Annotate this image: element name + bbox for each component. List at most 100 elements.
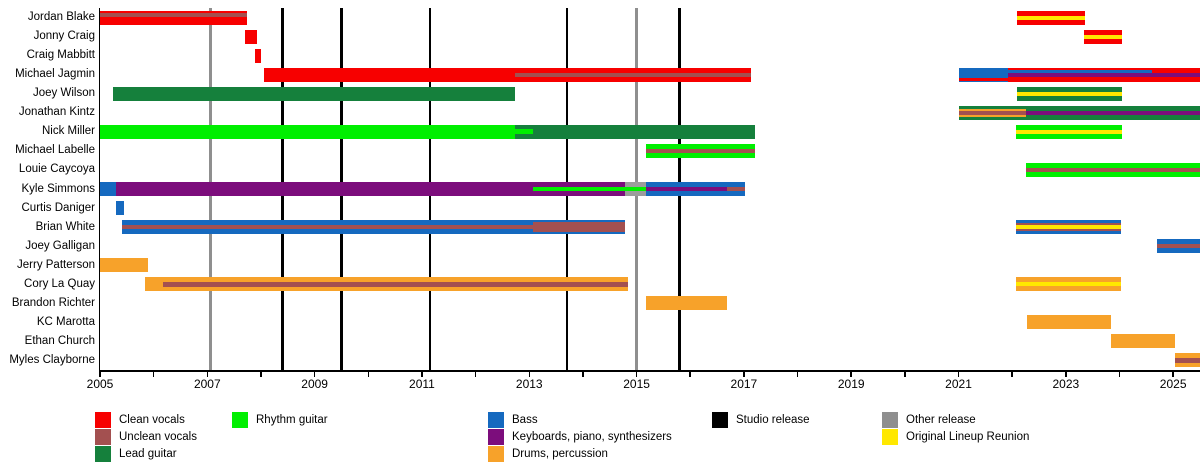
member-name-label: Michael Jagmin	[15, 68, 95, 81]
timeline-bar	[116, 201, 125, 216]
timeline-bar	[1110, 334, 1175, 349]
member-name-label: Jonny Craig	[33, 30, 95, 43]
timeline-bar-stripe	[1017, 91, 1123, 96]
legend-label: Drums, percussion	[512, 448, 608, 460]
timeline-bar-stripe	[1015, 225, 1122, 230]
timeline-bar-stripe	[533, 222, 626, 233]
member-name-label: Ethan Church	[24, 334, 95, 347]
legend-label: Original Lineup Reunion	[906, 431, 1030, 443]
x-axis-tick	[1065, 371, 1067, 377]
legend-swatch-lead	[95, 446, 111, 462]
legend-swatch-keys	[488, 429, 504, 445]
member-name-label: Louie Caycoya	[18, 163, 95, 176]
legend-swatch-bass	[488, 412, 504, 428]
legend-label: Rhythm guitar	[256, 414, 328, 426]
x-axis-tick-label: 2013	[515, 377, 543, 391]
legend-label: Clean vocals	[119, 414, 185, 426]
legend-swatch-yellow	[882, 429, 898, 445]
member-name-label: Kyle Simmons	[21, 182, 96, 195]
x-axis-tick	[796, 371, 799, 377]
timeline-bar	[515, 124, 756, 139]
x-axis-tick	[474, 371, 477, 377]
member-name-label: Curtis Daniger	[21, 201, 96, 214]
member-name-label: Brandon Richter	[11, 296, 95, 309]
x-axis-tick	[528, 371, 531, 377]
x-axis-tick	[904, 371, 906, 377]
member-name-label: Michael Labelle	[15, 144, 95, 157]
legend-swatch-drums	[488, 446, 504, 462]
timeline-bar-stripe	[100, 12, 248, 17]
timeline-bar-stripe	[1015, 129, 1123, 134]
x-axis-tick-label: 2019	[837, 377, 865, 391]
timeline-bar	[100, 124, 516, 139]
timeline-bar-stripe	[1157, 244, 1200, 249]
x-axis-tick	[1011, 371, 1013, 377]
legend-label: Bass	[512, 414, 538, 426]
member-name-label: Jordan Blake	[27, 11, 95, 24]
timeline-bar-stripe	[122, 225, 534, 230]
timeline-bar-stripe	[162, 281, 628, 287]
x-axis-line	[100, 370, 1200, 372]
timeline-bar	[1027, 315, 1111, 330]
legend-swatch-other	[882, 412, 898, 428]
legend-label: Lead guitar	[119, 448, 177, 460]
x-axis-tick	[152, 371, 155, 377]
member-name-label: Nick Miller	[41, 125, 95, 138]
member-name-label: Craig Mabbitt	[26, 49, 95, 62]
x-axis-tick	[313, 371, 316, 377]
x-axis-tick-label: 2021	[945, 377, 972, 391]
timeline-bar-stripe	[727, 187, 745, 191]
legend-label: Keyboards, piano, synthesizers	[512, 431, 672, 443]
x-axis-tick-label: 2023	[1052, 377, 1080, 391]
timeline-bar-stripe	[1007, 70, 1153, 74]
member-name-label: Myles Clayborne	[9, 353, 95, 366]
member-name-label: Joey Galligan	[25, 239, 95, 252]
x-axis-tick	[367, 371, 370, 377]
x-axis-tick	[99, 371, 101, 377]
member-name-label: Jerry Patterson	[17, 258, 95, 271]
x-axis-tick	[582, 371, 584, 377]
member-name-label: KC Marotta	[36, 315, 95, 328]
x-axis-tick-label: 2007	[193, 377, 221, 391]
timeline-bar-stripe	[625, 187, 647, 191]
x-axis-tick	[206, 371, 209, 377]
timeline-bar	[646, 296, 728, 311]
timeline-bar-stripe	[1084, 34, 1123, 39]
x-axis-tick-label: 2011	[409, 377, 435, 391]
timeline-bar-stripe	[515, 72, 751, 77]
legend-swatch-rhythm	[232, 412, 248, 428]
timeline-bar-stripe	[958, 77, 1008, 81]
x-axis-tick-label: 2017	[730, 377, 758, 391]
timeline-bar-stripe	[515, 129, 534, 135]
x-axis-tick-label: 2025	[1159, 377, 1187, 391]
x-axis-tick-label: 2015	[623, 377, 650, 391]
member-name-label: Cory La Quay	[24, 277, 95, 290]
timeline-bar	[100, 182, 117, 196]
x-axis-tick-label: 2005	[86, 377, 114, 391]
x-axis-tick-label: 2009	[301, 377, 328, 391]
legend-swatch-studio	[712, 412, 728, 428]
timeline-bar	[100, 258, 148, 273]
timeline-bar	[116, 182, 626, 196]
timeline-bar	[244, 29, 258, 44]
member-name-label: Joey Wilson	[33, 87, 95, 100]
x-axis-tick	[689, 371, 691, 377]
x-axis-tick	[1118, 371, 1121, 377]
x-axis-tick	[743, 371, 745, 377]
member-name-label: Brian White	[35, 220, 95, 233]
timeline-bar-stripe	[1007, 72, 1200, 77]
x-axis-tick	[635, 371, 638, 377]
timeline-bar-stripe	[646, 148, 756, 153]
x-axis-tick	[957, 371, 960, 377]
timeline-bar-stripe	[646, 187, 728, 191]
timeline-bar-stripe	[533, 187, 626, 191]
x-axis-tick	[1172, 371, 1174, 377]
timeline-bar	[112, 86, 516, 101]
legend-swatch-unclean	[95, 429, 111, 445]
x-axis-tick	[850, 371, 852, 377]
